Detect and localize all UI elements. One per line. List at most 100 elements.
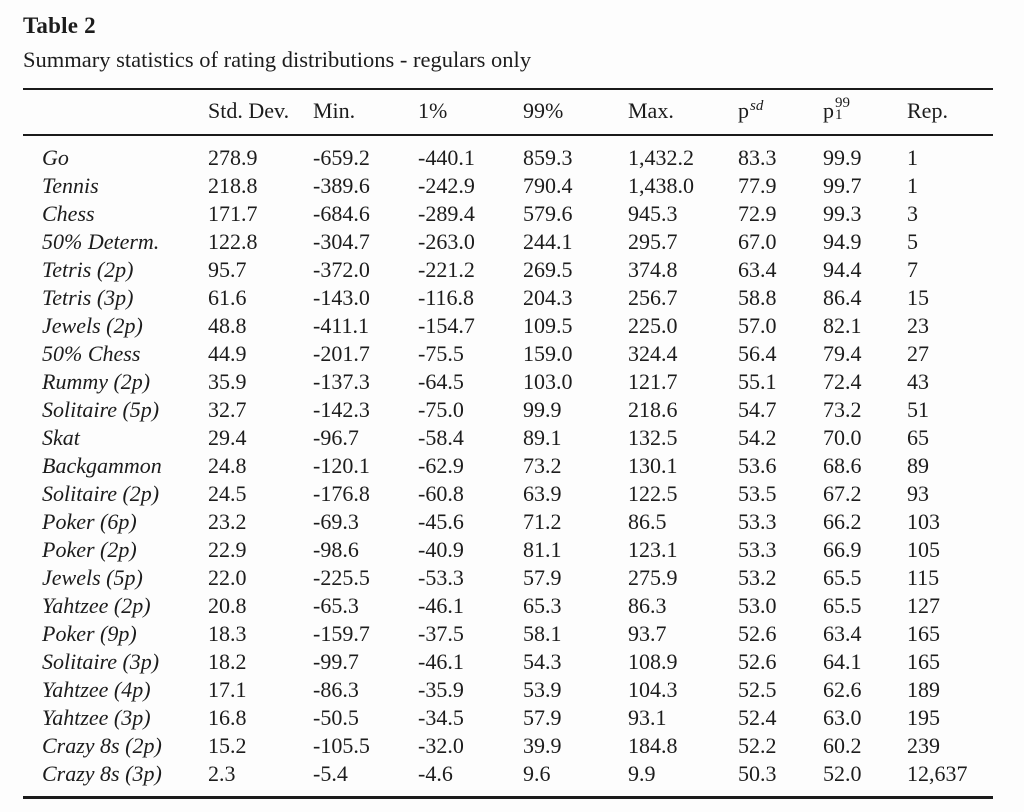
row-label: Poker (2p) bbox=[42, 537, 137, 562]
value-cell: 859.3 bbox=[523, 145, 573, 170]
value-cell: -105.5 bbox=[313, 733, 370, 758]
value-cell: -116.8 bbox=[418, 285, 475, 310]
value-cell: 57.9 bbox=[523, 705, 562, 730]
value-cell: -143.0 bbox=[313, 285, 370, 310]
value-cell: 55.1 bbox=[738, 369, 777, 394]
row-label: Rummy (2p) bbox=[42, 369, 151, 394]
value-cell: 99.9 bbox=[823, 145, 862, 170]
value-cell: 165 bbox=[907, 621, 940, 646]
value-cell: 239 bbox=[907, 733, 940, 758]
value-cell: 50.3 bbox=[738, 761, 777, 786]
value-cell: 24.5 bbox=[208, 481, 247, 506]
value-cell: -263.0 bbox=[418, 229, 475, 254]
value-cell: 132.5 bbox=[628, 425, 678, 450]
value-cell: -120.1 bbox=[313, 453, 370, 478]
value-cell: 70.0 bbox=[823, 425, 862, 450]
value-cell: 39.9 bbox=[523, 733, 562, 758]
value-cell: -53.3 bbox=[418, 565, 464, 590]
value-cell: 93 bbox=[907, 481, 929, 506]
table-row: Poker (9p) 18.3 -159.7 -37.5 58.1 93.7 52.6 63.… bbox=[23, 620, 993, 648]
value-cell: 5 bbox=[907, 229, 918, 254]
value-cell: -75.0 bbox=[418, 397, 464, 422]
value-cell: -40.9 bbox=[418, 537, 464, 562]
value-cell: 17.1 bbox=[208, 677, 247, 702]
column-header-99pct: 99% bbox=[523, 89, 628, 136]
value-cell: 86.3 bbox=[628, 593, 667, 618]
value-cell: -37.5 bbox=[418, 621, 464, 646]
value-cell: 99.3 bbox=[823, 201, 862, 226]
value-cell: 1,432.2 bbox=[628, 145, 694, 170]
value-cell: -142.3 bbox=[313, 397, 370, 422]
row-label: Backgammon bbox=[42, 453, 162, 478]
table-row: Tennis 218.8 -389.6 -242.9 790.4 1,438.0 77.9 9… bbox=[23, 172, 993, 200]
row-label: Yahtzee (4p) bbox=[42, 677, 151, 702]
table-row: Tetris (3p) 61.6 -143.0 -116.8 204.3 256.7 58.… bbox=[23, 284, 993, 312]
column-header-rep: Rep. bbox=[907, 89, 993, 136]
value-cell: -75.5 bbox=[418, 341, 464, 366]
table-row: Jewels (2p) 48.8 -411.1 -154.7 109.5 225.0 57.… bbox=[23, 312, 993, 340]
row-label: Solitaire (3p) bbox=[42, 649, 160, 674]
value-cell: 63.4 bbox=[738, 257, 777, 282]
table-row: Crazy 8s (3p) 2.3 -5.4 -4.6 9.6 9.9 50.3 52.0 12… bbox=[23, 760, 993, 798]
table-row: Rummy (2p) 35.9 -137.3 -64.5 103.0 121.7 55.1 7… bbox=[23, 368, 993, 396]
value-cell: 53.9 bbox=[523, 677, 562, 702]
value-cell: 324.4 bbox=[628, 341, 678, 366]
table-row: Poker (6p) 23.2 -69.3 -45.6 71.2 86.5 53.3 66.2… bbox=[23, 508, 993, 536]
value-cell: -4.6 bbox=[418, 761, 453, 786]
value-cell: 15 bbox=[907, 285, 929, 310]
value-cell: 790.4 bbox=[523, 173, 573, 198]
value-cell: 48.8 bbox=[208, 313, 247, 338]
value-cell: 99.7 bbox=[823, 173, 862, 198]
value-cell: -86.3 bbox=[313, 677, 359, 702]
value-cell: 22.9 bbox=[208, 537, 247, 562]
row-label: Tetris (3p) bbox=[42, 285, 134, 310]
table-row: 50% Determ. 122.8 -304.7 -263.0 244.1 295.7 67… bbox=[23, 228, 993, 256]
value-cell: -372.0 bbox=[313, 257, 370, 282]
value-cell: 204.3 bbox=[523, 285, 573, 310]
table-body: Go 278.9 -659.2 -440.1 859.3 1,432.2 83.3 99.9 1… bbox=[23, 135, 993, 798]
value-cell: 53.0 bbox=[738, 593, 777, 618]
value-cell: 278.9 bbox=[208, 145, 258, 170]
value-cell: 22.0 bbox=[208, 565, 247, 590]
value-cell: 105 bbox=[907, 537, 940, 562]
value-cell: 35.9 bbox=[208, 369, 247, 394]
row-label: Crazy 8s (3p) bbox=[42, 761, 162, 786]
superscript-99: 99 bbox=[835, 95, 850, 112]
value-cell: 68.6 bbox=[823, 453, 862, 478]
value-cell: 123.1 bbox=[628, 537, 678, 562]
value-cell: 51 bbox=[907, 397, 929, 422]
column-header-std-dev: Std. Dev. bbox=[208, 89, 313, 136]
value-cell: -45.6 bbox=[418, 509, 464, 534]
value-cell: 66.9 bbox=[823, 537, 862, 562]
value-cell: 12,637 bbox=[907, 761, 968, 786]
table-row: Backgammon 24.8 -120.1 -62.9 73.2 130.1 53.6 68… bbox=[23, 452, 993, 480]
value-cell: 23 bbox=[907, 313, 929, 338]
supsub-stack: 99 1 bbox=[835, 95, 850, 124]
value-cell: 65.5 bbox=[823, 565, 862, 590]
value-cell: 24.8 bbox=[208, 453, 247, 478]
value-cell: 29.4 bbox=[208, 425, 247, 450]
value-cell: 62.6 bbox=[823, 677, 862, 702]
value-cell: 18.2 bbox=[208, 649, 247, 674]
value-cell: 63.9 bbox=[523, 481, 562, 506]
table-row: Yahtzee (3p) 16.8 -50.5 -34.5 57.9 93.1 52.4 63… bbox=[23, 704, 993, 732]
value-cell: 93.7 bbox=[628, 621, 667, 646]
value-cell: -99.7 bbox=[313, 649, 359, 674]
value-cell: 65.5 bbox=[823, 593, 862, 618]
value-cell: 275.9 bbox=[628, 565, 678, 590]
value-cell: 53.5 bbox=[738, 481, 777, 506]
value-cell: -225.5 bbox=[313, 565, 370, 590]
subscript-1: 1 bbox=[835, 107, 843, 124]
value-cell: 93.1 bbox=[628, 705, 667, 730]
value-cell: 269.5 bbox=[523, 257, 573, 282]
value-cell: -64.5 bbox=[418, 369, 464, 394]
table-row: Solitaire (5p) 32.7 -142.3 -75.0 99.9 218.6 54… bbox=[23, 396, 993, 424]
value-cell: -137.3 bbox=[313, 369, 370, 394]
value-cell: 56.4 bbox=[738, 341, 777, 366]
value-cell: 52.6 bbox=[738, 649, 777, 674]
value-cell: 77.9 bbox=[738, 173, 777, 198]
value-cell: 295.7 bbox=[628, 229, 678, 254]
value-cell: 63.0 bbox=[823, 705, 862, 730]
value-cell: -440.1 bbox=[418, 145, 475, 170]
